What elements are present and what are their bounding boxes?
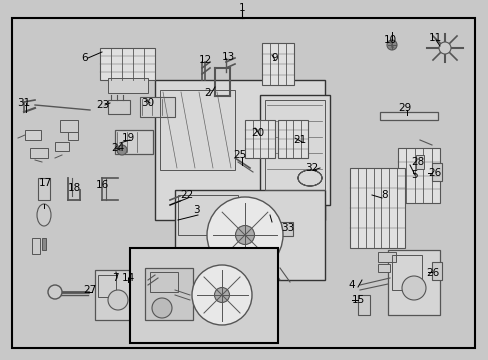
Text: 5: 5	[411, 170, 417, 180]
Bar	[38, 178, 50, 200]
Text: 4: 4	[348, 280, 355, 290]
Text: 25: 25	[233, 150, 246, 160]
Bar	[260, 95, 329, 205]
Bar	[68, 132, 78, 140]
Bar	[377, 252, 395, 262]
Bar	[244, 120, 274, 158]
Circle shape	[235, 225, 254, 244]
Circle shape	[192, 265, 251, 325]
Ellipse shape	[37, 204, 51, 226]
Text: 32: 32	[305, 163, 318, 173]
Bar	[30, 148, 48, 158]
Text: 13: 13	[221, 52, 234, 62]
Bar	[377, 264, 389, 272]
Bar	[431, 262, 441, 280]
Circle shape	[214, 288, 229, 302]
Text: 16: 16	[95, 180, 108, 190]
Bar	[32, 238, 40, 254]
Bar	[397, 148, 439, 203]
Text: 19: 19	[121, 133, 134, 143]
Text: 30: 30	[141, 98, 154, 108]
Circle shape	[386, 40, 396, 50]
Text: 21: 21	[293, 135, 306, 145]
Bar	[145, 268, 193, 320]
Bar	[160, 90, 235, 170]
Circle shape	[206, 197, 283, 273]
Bar	[130, 248, 278, 343]
Circle shape	[48, 285, 62, 299]
Circle shape	[261, 226, 268, 234]
Text: 23: 23	[96, 100, 109, 110]
Bar	[357, 295, 369, 315]
Circle shape	[152, 298, 172, 318]
Text: 18: 18	[67, 183, 81, 193]
Bar	[264, 222, 292, 236]
Text: 3: 3	[192, 205, 199, 215]
Bar	[100, 48, 155, 80]
Text: 27: 27	[83, 285, 97, 295]
Bar	[415, 155, 423, 169]
Bar	[349, 168, 404, 248]
Text: 9: 9	[271, 53, 278, 63]
Bar	[379, 112, 437, 120]
Text: 33: 33	[281, 223, 294, 233]
Text: 26: 26	[427, 168, 441, 178]
Bar	[98, 275, 116, 297]
Bar	[387, 250, 439, 315]
Circle shape	[273, 224, 282, 232]
Bar	[140, 97, 175, 117]
Text: 12: 12	[198, 55, 211, 65]
Bar	[115, 130, 153, 154]
Text: 7: 7	[111, 273, 118, 283]
Bar	[155, 80, 325, 220]
Bar	[60, 120, 78, 132]
Circle shape	[108, 290, 128, 310]
Bar	[175, 190, 325, 280]
Circle shape	[117, 145, 127, 155]
Text: 10: 10	[383, 35, 396, 45]
Bar	[150, 272, 178, 292]
Text: 22: 22	[180, 190, 193, 200]
Bar	[95, 270, 130, 320]
Text: 1: 1	[238, 3, 245, 13]
Text: 31: 31	[18, 98, 31, 108]
Text: 24: 24	[111, 143, 124, 153]
Bar	[264, 100, 325, 190]
Text: 11: 11	[427, 33, 441, 43]
Bar	[25, 130, 41, 140]
Bar	[42, 238, 46, 250]
Circle shape	[438, 42, 450, 54]
Text: 14: 14	[121, 273, 134, 283]
Text: 29: 29	[398, 103, 411, 113]
Text: 2: 2	[204, 88, 211, 98]
Text: 8: 8	[381, 190, 387, 200]
Text: 15: 15	[351, 295, 364, 305]
Text: 20: 20	[251, 128, 264, 138]
Bar	[55, 142, 69, 151]
Text: 26: 26	[426, 268, 439, 278]
Bar	[178, 195, 238, 235]
Bar	[391, 255, 421, 290]
Bar	[108, 100, 130, 114]
Text: 6: 6	[81, 53, 88, 63]
Bar	[431, 163, 441, 181]
Bar	[108, 78, 148, 93]
Bar	[278, 120, 307, 158]
Text: 17: 17	[38, 178, 52, 188]
Text: 28: 28	[410, 157, 424, 167]
Bar	[262, 43, 293, 85]
Circle shape	[401, 276, 425, 300]
